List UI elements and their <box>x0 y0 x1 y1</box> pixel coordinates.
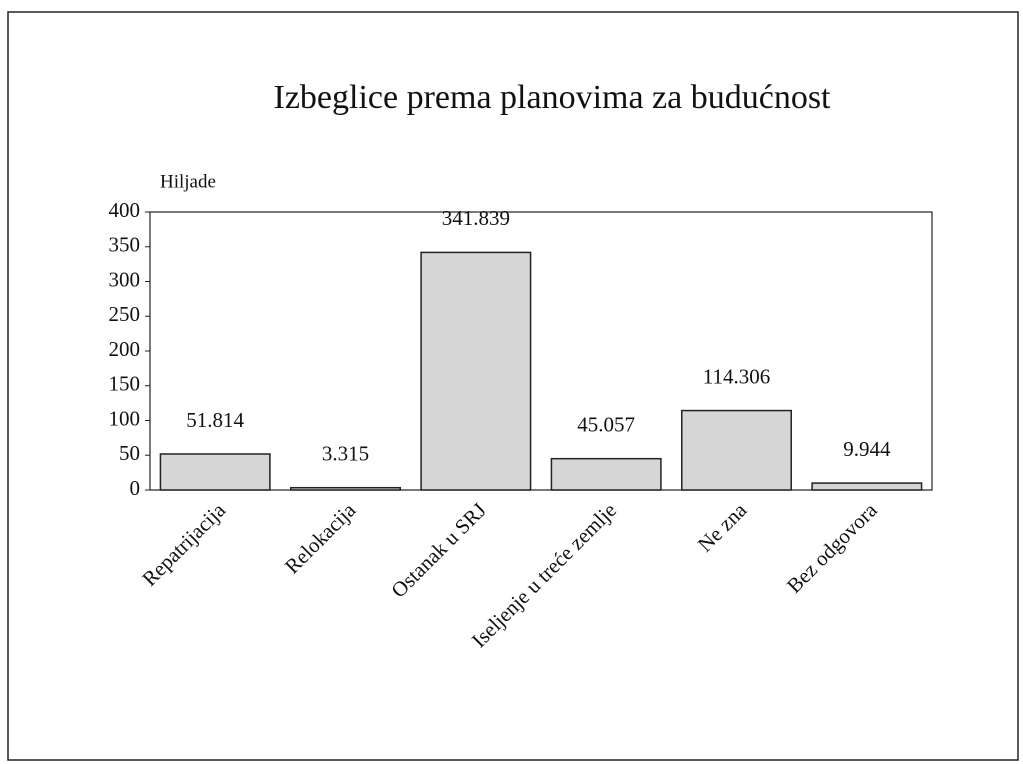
x-tick-label: Bez odgovora <box>782 497 882 597</box>
data-label: 45.057 <box>577 412 635 436</box>
x-tick-label: Iseljenje u treće zemlje <box>467 498 621 652</box>
chart-title: Izbeglice prema planovima za budućnost <box>274 79 832 116</box>
bar <box>159 453 271 491</box>
y-tick-label: 50 <box>119 441 140 465</box>
bar <box>290 486 401 491</box>
bar <box>681 409 792 491</box>
bar <box>550 457 662 491</box>
x-tick-label: Relokacija <box>280 497 361 578</box>
y-tick-label: 100 <box>109 406 141 430</box>
frame <box>7 11 1019 761</box>
data-label: 114.306 <box>703 364 770 388</box>
data-label: 9.944 <box>843 437 891 461</box>
data-label: 51.814 <box>186 408 244 432</box>
x-tick-label: Repatrijacija <box>137 497 230 590</box>
y-tick-label: 150 <box>109 372 141 396</box>
bar <box>811 482 923 491</box>
y-tick-label: 350 <box>109 233 141 257</box>
bar <box>420 251 532 491</box>
data-label: 341.839 <box>442 206 510 230</box>
data-label: 3.315 <box>322 442 369 466</box>
y-tick-label: 300 <box>109 267 141 291</box>
y-tick-label: 400 <box>109 198 141 222</box>
y-tick-label: 0 <box>130 476 141 500</box>
y-axis-label: Hiljade <box>160 171 216 192</box>
y-tick-label: 250 <box>109 302 141 326</box>
x-tick-label: Ostanak u SRJ <box>386 498 490 602</box>
y-tick-label: 200 <box>109 337 141 361</box>
plot-area <box>149 211 933 491</box>
x-tick-label: Ne zna <box>693 497 752 556</box>
